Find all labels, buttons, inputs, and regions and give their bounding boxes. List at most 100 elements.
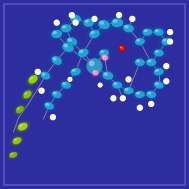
Ellipse shape <box>62 42 74 52</box>
Ellipse shape <box>15 121 30 132</box>
Ellipse shape <box>111 18 123 27</box>
Ellipse shape <box>146 91 156 98</box>
Ellipse shape <box>147 92 151 95</box>
Ellipse shape <box>155 29 159 32</box>
Ellipse shape <box>140 26 155 38</box>
Ellipse shape <box>143 89 159 100</box>
Ellipse shape <box>89 30 100 38</box>
Ellipse shape <box>67 66 84 78</box>
Ellipse shape <box>100 50 104 53</box>
Ellipse shape <box>83 18 94 27</box>
Ellipse shape <box>52 91 62 98</box>
Ellipse shape <box>66 37 77 46</box>
Ellipse shape <box>155 50 159 53</box>
Ellipse shape <box>143 56 159 68</box>
Ellipse shape <box>23 91 32 98</box>
Ellipse shape <box>16 106 24 113</box>
Circle shape <box>92 16 97 21</box>
Ellipse shape <box>75 46 91 60</box>
Circle shape <box>35 69 40 74</box>
Circle shape <box>168 39 173 44</box>
Ellipse shape <box>88 61 101 71</box>
Ellipse shape <box>113 19 117 23</box>
Ellipse shape <box>123 24 134 33</box>
Ellipse shape <box>26 73 40 86</box>
Circle shape <box>69 13 74 18</box>
Ellipse shape <box>59 40 77 55</box>
Ellipse shape <box>112 81 122 89</box>
Ellipse shape <box>135 38 145 45</box>
Circle shape <box>130 16 135 21</box>
Ellipse shape <box>53 57 57 61</box>
Ellipse shape <box>95 17 113 32</box>
Ellipse shape <box>10 153 13 155</box>
Ellipse shape <box>135 58 145 66</box>
Ellipse shape <box>113 82 117 85</box>
Circle shape <box>54 20 59 25</box>
Ellipse shape <box>62 25 66 28</box>
Ellipse shape <box>71 16 76 19</box>
Ellipse shape <box>45 103 49 106</box>
Ellipse shape <box>64 35 80 48</box>
Ellipse shape <box>151 47 167 59</box>
Ellipse shape <box>132 56 148 68</box>
Ellipse shape <box>85 59 104 73</box>
Ellipse shape <box>151 79 167 91</box>
Ellipse shape <box>87 58 102 74</box>
Ellipse shape <box>136 59 140 62</box>
Ellipse shape <box>24 92 27 95</box>
Ellipse shape <box>91 69 100 77</box>
Ellipse shape <box>135 91 145 98</box>
Ellipse shape <box>102 71 113 80</box>
Ellipse shape <box>79 50 83 53</box>
Ellipse shape <box>86 57 103 75</box>
Ellipse shape <box>154 28 164 36</box>
Circle shape <box>98 83 102 87</box>
Ellipse shape <box>125 88 129 91</box>
Ellipse shape <box>51 56 62 65</box>
Circle shape <box>126 77 131 82</box>
Ellipse shape <box>48 28 65 40</box>
Ellipse shape <box>38 69 53 82</box>
Ellipse shape <box>104 72 108 76</box>
Circle shape <box>168 30 173 35</box>
Ellipse shape <box>10 135 24 146</box>
Ellipse shape <box>92 70 98 75</box>
Ellipse shape <box>109 79 125 91</box>
Ellipse shape <box>154 81 164 89</box>
Ellipse shape <box>14 104 26 115</box>
Ellipse shape <box>96 47 112 59</box>
Ellipse shape <box>80 16 97 29</box>
Ellipse shape <box>159 36 174 47</box>
Ellipse shape <box>44 102 54 110</box>
Ellipse shape <box>144 29 148 32</box>
Ellipse shape <box>147 59 151 62</box>
Ellipse shape <box>58 79 74 91</box>
Ellipse shape <box>42 100 57 112</box>
Ellipse shape <box>64 44 68 47</box>
Ellipse shape <box>70 15 81 23</box>
Ellipse shape <box>136 39 140 42</box>
Ellipse shape <box>99 49 109 57</box>
Circle shape <box>149 101 154 106</box>
Circle shape <box>120 96 125 101</box>
Ellipse shape <box>151 26 167 38</box>
Ellipse shape <box>70 68 81 76</box>
Ellipse shape <box>42 73 45 76</box>
Ellipse shape <box>100 54 109 62</box>
Ellipse shape <box>151 66 167 77</box>
Ellipse shape <box>161 38 171 45</box>
Ellipse shape <box>108 15 126 30</box>
Ellipse shape <box>29 75 38 84</box>
Ellipse shape <box>93 71 95 73</box>
Circle shape <box>164 64 169 69</box>
Circle shape <box>50 115 55 120</box>
Ellipse shape <box>99 69 116 82</box>
Circle shape <box>73 20 78 25</box>
Ellipse shape <box>121 85 136 96</box>
Ellipse shape <box>67 12 84 25</box>
Ellipse shape <box>99 21 104 25</box>
Ellipse shape <box>60 24 72 33</box>
Ellipse shape <box>53 92 57 95</box>
Circle shape <box>111 96 116 101</box>
